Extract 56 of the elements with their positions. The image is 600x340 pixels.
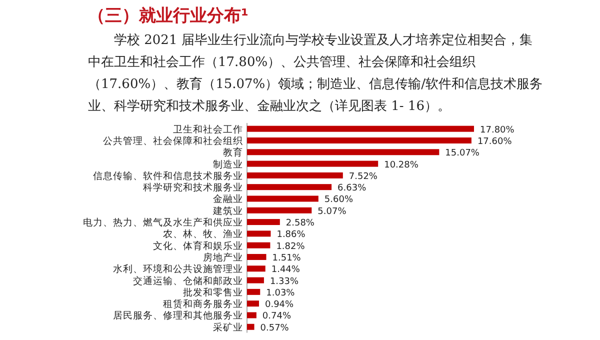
chart-title: （三）就业行业分布¹: [88, 5, 248, 27]
data-label: 1.86%: [276, 230, 306, 240]
y-tick-label: 制造业: [213, 158, 243, 170]
y-tick-label: 电力、热力、燃气及水生产和供应业: [83, 216, 243, 229]
data-label: 6.63%: [338, 184, 367, 194]
bar: [247, 230, 271, 237]
bar: [247, 277, 264, 284]
bar: [247, 288, 260, 295]
bar: [247, 242, 270, 248]
y-tick-label: 公共管理、社会保障和社会组织: [103, 134, 243, 147]
bar: [247, 312, 256, 318]
bar: [247, 184, 332, 190]
data-label: 5.07%: [318, 206, 347, 217]
data-label: 10.28%: [384, 160, 419, 170]
y-tick-label: 房地产业: [203, 251, 243, 264]
y-tick-label: 金融业: [213, 193, 243, 206]
data-label: 17.60%: [477, 136, 512, 147]
y-tick-label: 卫生和社会工作: [173, 123, 243, 136]
y-tick-label: 租赁和商务服务业: [163, 298, 243, 310]
data-label: 1.82%: [276, 242, 306, 252]
y-tick-label: 科学研究和技术服务业: [143, 182, 243, 194]
bar: [247, 219, 280, 226]
data-label: 1.51%: [272, 253, 302, 264]
bar: [247, 266, 266, 272]
y-tick-label: 居民服务、修理和其他服务业: [113, 310, 243, 322]
y-tick-label: 文化、体育和娱乐业: [153, 240, 243, 252]
data-label: 0.94%: [264, 300, 294, 310]
y-tick-label: 批发和零售业: [183, 286, 243, 298]
bar: [247, 196, 318, 202]
y-tick-label: 交通运输、仓储和邮政业: [133, 274, 243, 287]
data-label: 7.52%: [348, 172, 378, 182]
y-tick-label: 水利、环境和公共设施管理业: [113, 263, 243, 276]
data-label: 0.74%: [262, 312, 292, 322]
y-tick-label: 教育: [223, 146, 243, 159]
bar: [247, 149, 440, 156]
bar: [247, 254, 266, 260]
bar: [247, 172, 343, 178]
y-tick-label: 采矿业: [213, 321, 243, 334]
data-label: 1.33%: [270, 276, 299, 287]
y-tick-label: 建筑业: [212, 204, 243, 217]
data-label: 2.58%: [286, 218, 315, 229]
data-label: 17.80%: [480, 125, 515, 136]
bar: [247, 137, 472, 144]
bar: [247, 126, 474, 132]
bar: [247, 207, 312, 214]
data-label: 1.03%: [266, 288, 296, 298]
y-tick-label: 信息传输、软件和信息技术服务业: [93, 170, 243, 182]
y-tick-label: 农、林、牧、渔业: [163, 228, 243, 240]
bar: [247, 324, 254, 330]
data-label: 5.60%: [324, 195, 354, 206]
bar: [247, 160, 378, 167]
data-label: 0.57%: [260, 323, 290, 334]
data-label: 1.44%: [271, 265, 300, 276]
text: 学校 2021 届毕业生行业流向与学校专业设置及人才培养定位相契合，集中在卫生和社会工作（17.80%）、公共管理、社会保障和社会组织（17.60%）、教育（15.07%）领域；制造业、信息传输/软件和信息技术服务业、科学研究和技术服务业、金融业次之（详见图表 1- 16）。: [88, 32, 543, 116]
bar: [247, 300, 259, 307]
data-label: 15.07%: [445, 148, 480, 159]
